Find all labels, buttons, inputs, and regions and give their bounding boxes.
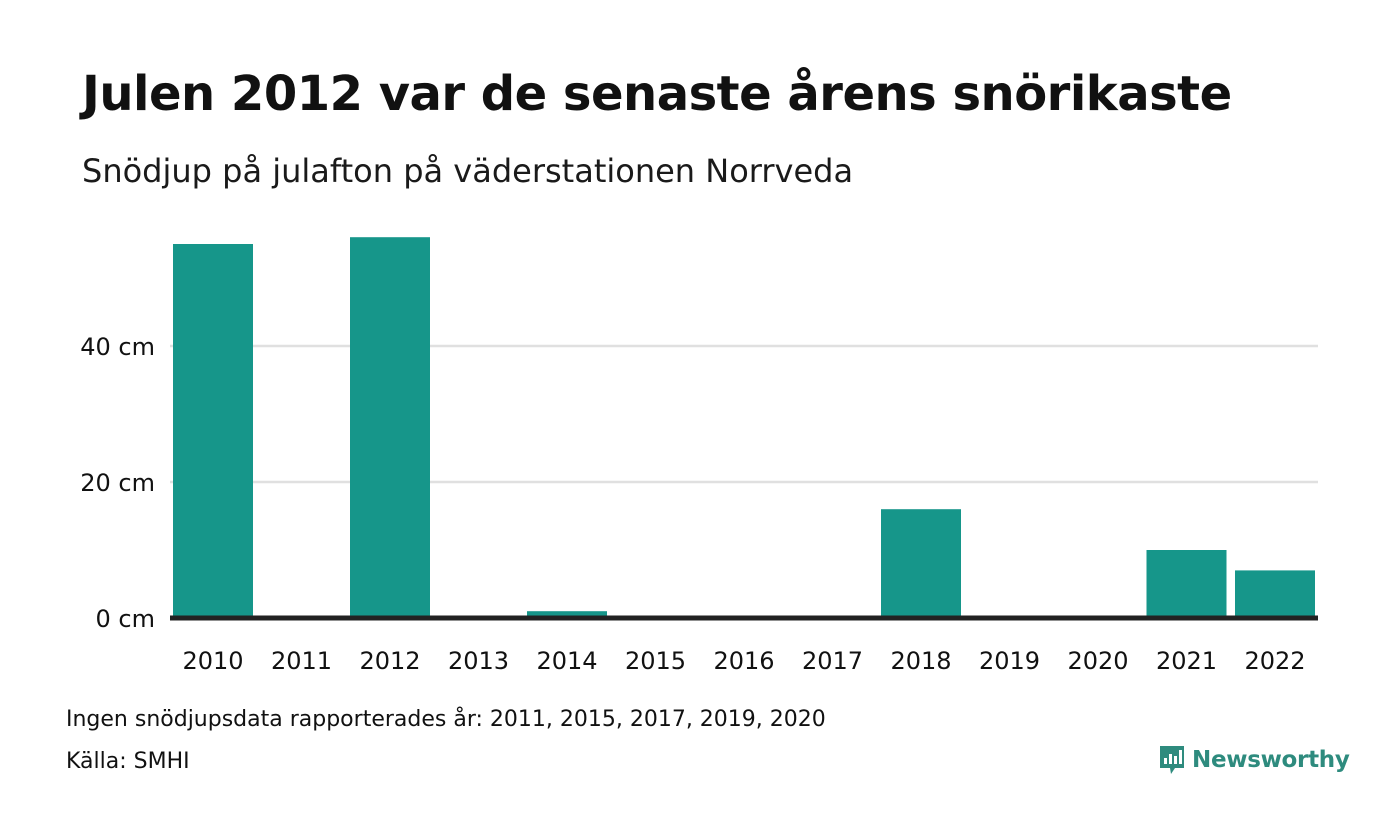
x-tick-label: 2015 [625,647,686,675]
y-tick-label: 0 cm [96,605,155,633]
newsworthy-logo-icon [1160,746,1184,774]
axes: 0 cm 20 cm 40 cm 2010 2011 2012 2013 2014 2015 20… [80,333,1318,675]
x-tick-label: 2020 [1067,647,1128,675]
x-tick-label: 2018 [890,647,951,675]
missing-data-note: Ingen snödjupsdata rapporterades år: 201… [66,707,826,732]
x-tick-label: 2022 [1244,647,1305,675]
x-tick-label: 2021 [1156,647,1217,675]
chart-title: Julen 2012 var de senaste årens snörikas… [82,66,1232,122]
bar-2022 [1235,570,1315,618]
source-note: Källa: SMHI [66,749,190,774]
bars [173,237,1315,618]
bar-2014 [527,611,607,618]
chart-subtitle: Snödjup på julafton på väderstationen No… [82,152,854,190]
x-tick-label: 2011 [271,647,332,675]
y-tick-label: 40 cm [80,333,155,361]
bar-2018 [881,509,961,618]
x-tick-label: 2017 [802,647,863,675]
bar-2021 [1146,550,1227,618]
x-tick-label: 2014 [536,647,597,675]
bar-chart: 0 cm 20 cm 40 cm 2010 2011 2012 2013 2014 2015 20… [80,237,1318,675]
bar-2012 [350,237,430,618]
x-tick-label: 2016 [713,647,774,675]
gridlines [170,344,1318,484]
x-tick-label: 2012 [359,647,420,675]
brand-logo: Newsworthy [1158,744,1350,776]
y-tick-label: 20 cm [80,469,155,497]
bar-2010 [173,244,253,618]
x-tick-label: 2010 [182,647,243,675]
x-tick-label: 2019 [979,647,1040,675]
x-tick-label: 2013 [448,647,509,675]
brand-name: Newsworthy [1192,747,1350,773]
